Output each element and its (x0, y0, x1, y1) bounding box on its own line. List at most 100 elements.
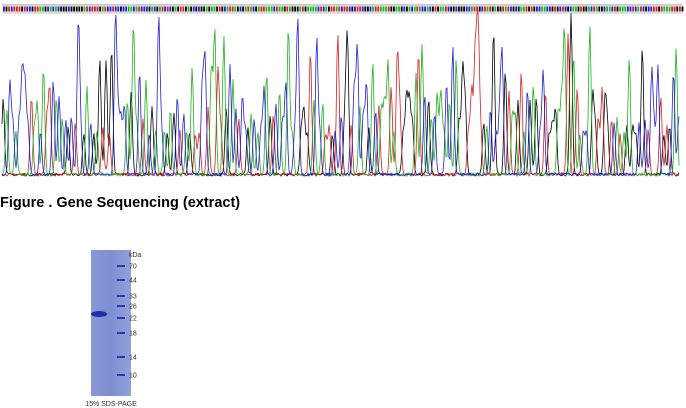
base-call (588, 6, 590, 12)
base-call (668, 6, 671, 12)
base-call (185, 6, 187, 12)
base-call (616, 6, 619, 12)
base-call (23, 6, 26, 12)
marker-label: 33 (129, 294, 137, 301)
base-call (273, 6, 276, 12)
base-call (403, 6, 406, 12)
base-call (346, 6, 348, 12)
base-call (112, 6, 114, 12)
base-call (369, 6, 372, 12)
base-call (255, 6, 257, 12)
base-call (247, 6, 250, 12)
base-call (156, 6, 159, 12)
base-call (624, 6, 627, 12)
base-call (385, 6, 387, 12)
base-call (361, 6, 364, 12)
base-call (75, 6, 78, 12)
base-call (400, 6, 403, 12)
base-call (458, 6, 460, 12)
base-call (372, 6, 374, 12)
base-call (29, 6, 31, 12)
gel-image: kDa 15% SDS-PAGE 70 44 33 26 22 18 14 10 (85, 250, 142, 408)
base-call (140, 6, 143, 12)
base-call (434, 6, 437, 12)
base-call (21, 6, 23, 12)
base-call (621, 6, 624, 12)
base-call (424, 6, 426, 12)
base-call (286, 6, 289, 12)
base-call (208, 6, 211, 12)
base-call (39, 6, 42, 12)
base-call (382, 6, 385, 12)
marker-label: 70 (129, 264, 137, 271)
base-call (679, 6, 681, 12)
base-call (541, 6, 543, 12)
base-call (343, 6, 346, 12)
base-call (463, 6, 465, 12)
base-call (608, 6, 611, 12)
base-call (676, 6, 679, 12)
base-call (556, 6, 559, 12)
base-call (195, 6, 198, 12)
marker-label: 14 (129, 355, 137, 362)
base-call (408, 6, 411, 12)
base-call (49, 6, 52, 12)
sample-band (91, 311, 107, 317)
base-call (8, 6, 10, 12)
base-call (94, 6, 96, 12)
marker-band (117, 356, 125, 358)
base-call (47, 6, 49, 12)
base-call (523, 6, 525, 12)
base-call (169, 6, 172, 12)
base-call (515, 6, 517, 12)
base-call (260, 6, 263, 12)
base-call (296, 6, 299, 12)
base-call (647, 6, 650, 12)
chromatogram (1, 3, 684, 178)
base-call (244, 6, 247, 12)
base-call (452, 6, 455, 12)
base-call (356, 6, 359, 12)
base-call (127, 6, 130, 12)
base-call (10, 6, 13, 12)
base-call (354, 6, 356, 12)
gel-unit: kDa (129, 252, 142, 259)
base-call (606, 6, 608, 12)
base-call (120, 6, 122, 12)
base-call (637, 6, 640, 12)
base-call (338, 6, 341, 12)
base-call (478, 6, 481, 12)
base-call (161, 6, 164, 12)
base-call (250, 6, 252, 12)
base-call (291, 6, 294, 12)
base-call (307, 6, 309, 12)
base-call (489, 6, 491, 12)
base-call (198, 6, 200, 12)
base-call (471, 6, 473, 12)
base-call (135, 6, 138, 12)
base-call (148, 6, 151, 12)
base-call (309, 6, 312, 12)
base-call (530, 6, 533, 12)
base-call (224, 6, 226, 12)
base-call (426, 6, 429, 12)
base-call (151, 6, 153, 12)
base-call (200, 6, 203, 12)
base-call (315, 6, 317, 12)
base-call (367, 6, 369, 12)
base-call (31, 6, 34, 12)
base-call (619, 6, 621, 12)
base-call (536, 6, 538, 12)
base-call (681, 6, 684, 12)
base-call (16, 6, 18, 12)
base-call (598, 6, 601, 12)
base-call (276, 6, 278, 12)
base-call (60, 6, 62, 12)
base-call (510, 6, 512, 12)
base-call (642, 6, 645, 12)
base-call (294, 6, 296, 12)
base-call (432, 6, 434, 12)
marker-band (117, 332, 125, 334)
